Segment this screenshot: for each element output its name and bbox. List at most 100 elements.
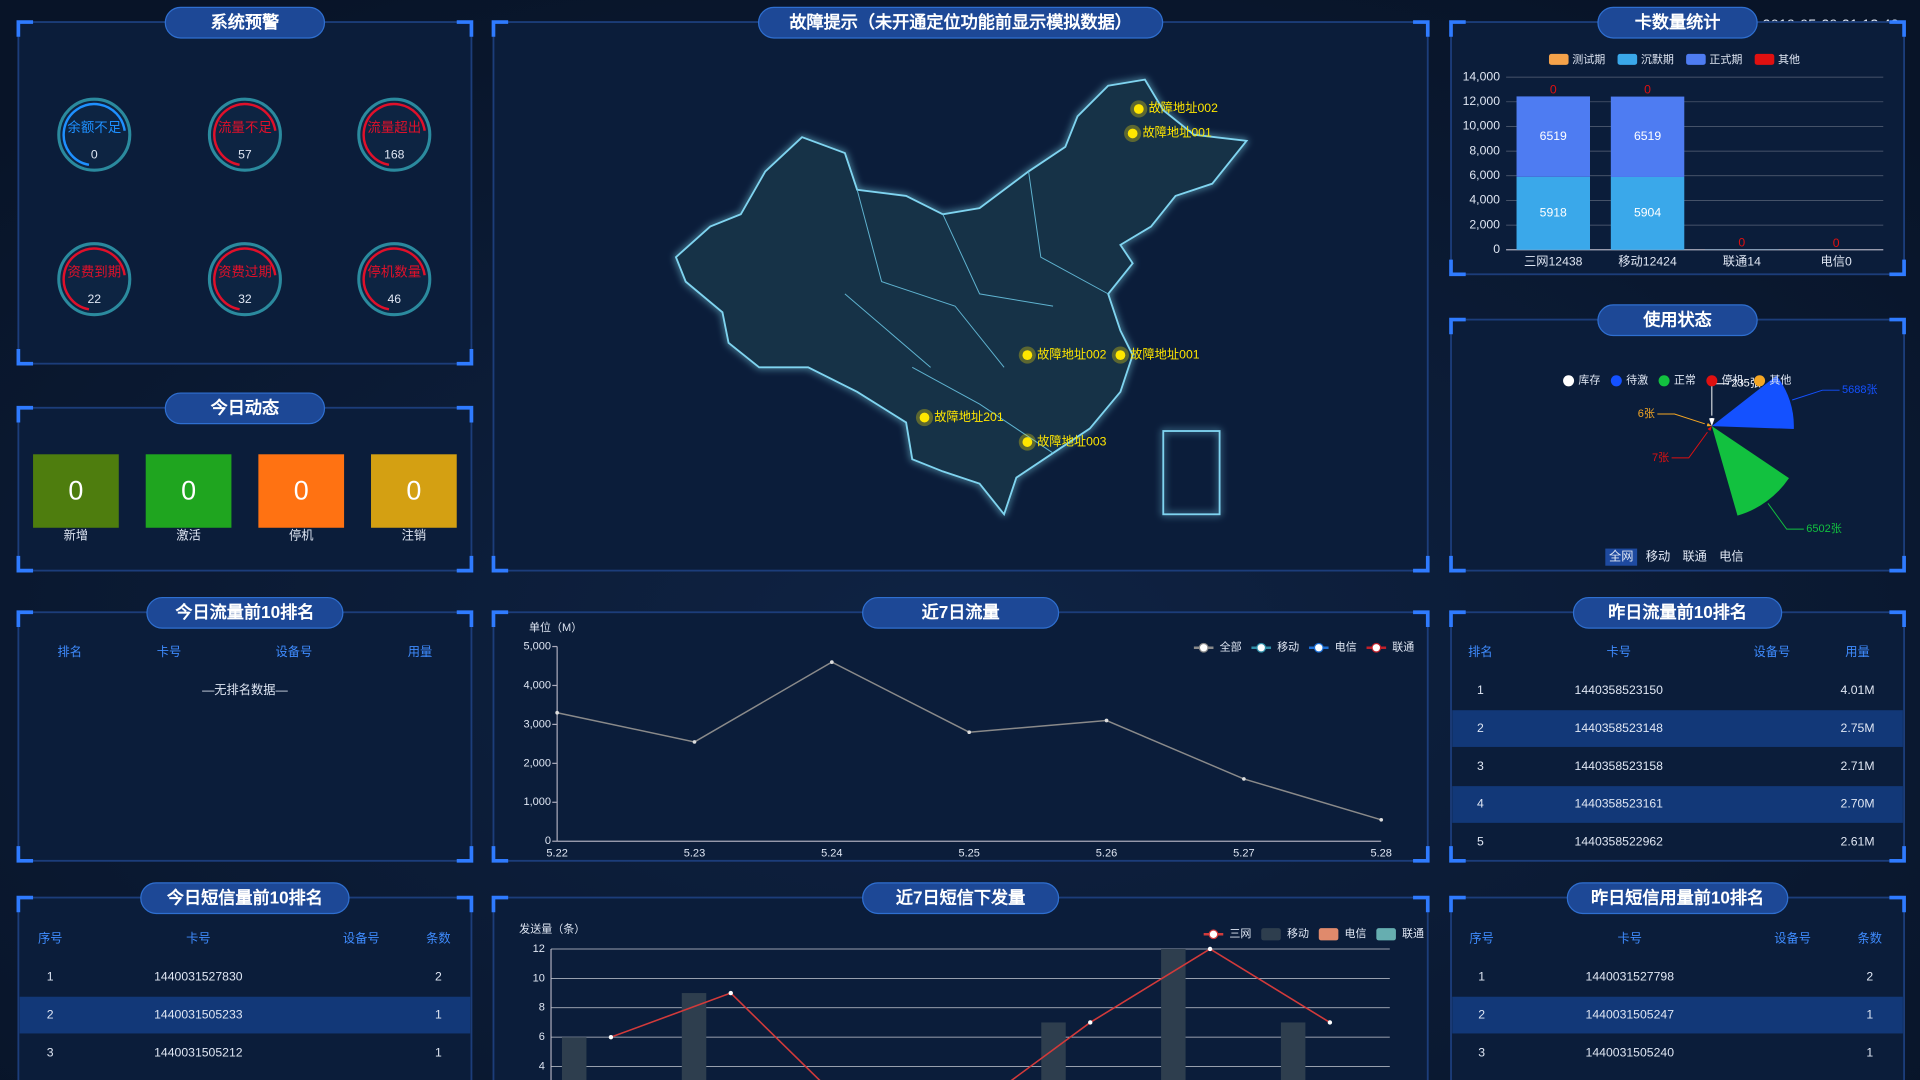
tab[interactable]: 联通 xyxy=(1682,549,1706,563)
table-header: 用量 xyxy=(1845,645,1869,659)
table-cell: 3 xyxy=(47,1045,54,1059)
panel-title: 系统预警 xyxy=(211,12,280,32)
table-cell: 2 xyxy=(1478,1007,1485,1021)
panel-corner xyxy=(1449,610,1466,627)
x-tick-label: 5.25 xyxy=(958,847,979,859)
panel-title-bg xyxy=(1597,304,1758,337)
map-point xyxy=(1133,104,1144,114)
stat-tile xyxy=(258,454,345,528)
map-point-label: 故障地址002 xyxy=(1149,100,1219,115)
table-header: 条数 xyxy=(1858,930,1882,945)
gauge-ring xyxy=(357,242,432,317)
table-cell: 1440358523150 xyxy=(1575,683,1664,697)
stat-label: 停机 xyxy=(289,528,313,543)
line-point xyxy=(1104,718,1109,723)
table-cell: 1440031505247 xyxy=(1586,1007,1675,1021)
map-outline xyxy=(674,78,1249,517)
gauge-label: 流量不足 xyxy=(218,120,272,135)
panel xyxy=(492,896,1429,1080)
bar-segment xyxy=(1516,176,1590,250)
gauge-arc xyxy=(362,247,427,312)
bar-segment xyxy=(1610,176,1685,250)
tab[interactable]: 电信 xyxy=(1719,549,1743,563)
y-tick-label: 0 xyxy=(1493,242,1500,256)
line-point xyxy=(555,710,559,715)
tab[interactable]: 全网 xyxy=(1609,548,1633,563)
gauge-value: 22 xyxy=(87,292,101,306)
table-cell: 1440358523161 xyxy=(1575,797,1664,811)
panel xyxy=(17,611,473,862)
legend-label: 移动 xyxy=(1277,641,1299,654)
panel-corner xyxy=(1889,259,1906,277)
line-point xyxy=(608,1034,614,1040)
panel-corner xyxy=(16,348,34,366)
legend-dot xyxy=(1658,375,1670,387)
table-cell: 2 xyxy=(1866,969,1873,983)
y-tick-label: 4,000 xyxy=(523,679,551,691)
x-tick-label: 电信0 xyxy=(1820,254,1851,268)
gauge-label: 停机数量 xyxy=(367,264,421,280)
table-header: 序号 xyxy=(38,930,62,945)
legend-swatch xyxy=(1318,928,1339,941)
gauge-value: 46 xyxy=(387,292,401,306)
panel-corner xyxy=(1449,317,1466,335)
line-point xyxy=(728,990,733,996)
y-tick-label: 0 xyxy=(545,835,551,847)
data-label: 0 xyxy=(1644,83,1651,97)
panel-corner xyxy=(456,405,474,423)
panel-corner xyxy=(1413,895,1430,913)
line-point xyxy=(1088,1020,1093,1025)
map-point-label: 故障地址003 xyxy=(1037,433,1107,448)
tab[interactable]: 移动 xyxy=(1646,549,1670,563)
table-cell: 1440358523148 xyxy=(1575,721,1664,735)
line-point xyxy=(692,740,697,744)
panel xyxy=(17,896,473,1080)
data-label: 6502张 xyxy=(1806,522,1842,535)
table-header: 排名 xyxy=(58,644,82,659)
legend-swatch xyxy=(1548,53,1569,65)
stat-tile xyxy=(33,454,119,528)
legend-dot xyxy=(1754,375,1766,387)
table-header: 设备号 xyxy=(1753,645,1790,659)
y-tick-label: 8,000 xyxy=(1469,143,1500,157)
y-tick-label: 2,000 xyxy=(1469,217,1500,231)
stat-tile xyxy=(145,454,232,528)
rose-sector xyxy=(1707,426,1712,431)
y-tick-label: 6,000 xyxy=(1469,168,1500,182)
table-row-highlight xyxy=(1452,710,1903,747)
table-cell: 2 xyxy=(435,969,442,983)
gauge-ring xyxy=(57,97,132,172)
gauge-label: 资费过期 xyxy=(218,265,272,280)
gauge-label: 流量超出 xyxy=(367,120,421,135)
legend-label: 正常 xyxy=(1674,374,1696,387)
stat-label: 激活 xyxy=(176,529,200,543)
panel-title-bg xyxy=(862,596,1060,629)
panel-title: 近7日短信下发量 xyxy=(896,887,1025,907)
panel-corner xyxy=(16,20,34,37)
panel-corner xyxy=(16,895,34,913)
line-point xyxy=(1327,1020,1333,1025)
panel-title: 故障提示（未开通定位功能前显示模拟数据） xyxy=(789,12,1132,32)
x-tick-label: 5.28 xyxy=(1370,847,1391,859)
stat-label: 新增 xyxy=(64,528,88,543)
y-tick-label: 8 xyxy=(539,1002,545,1014)
panel-corner xyxy=(1449,895,1466,913)
leader-line xyxy=(1671,431,1708,459)
panel-title-bg xyxy=(1572,596,1783,629)
x-tick-label: 5.26 xyxy=(1096,847,1117,859)
table-cell: 2.70M xyxy=(1841,797,1875,811)
leader-line xyxy=(1657,413,1705,425)
legend-swatch xyxy=(1754,53,1775,65)
bar xyxy=(1041,1022,1066,1080)
stat-value: 0 xyxy=(294,475,309,505)
table-cell: 1440031505233 xyxy=(154,1007,243,1021)
panel-corner xyxy=(1889,846,1906,863)
leader-line xyxy=(1767,503,1804,530)
data-label: 5904 xyxy=(1634,206,1661,220)
table-cell: 1440358523158 xyxy=(1575,759,1664,773)
legend-label: 待激 xyxy=(1626,373,1648,387)
gauge-label: 资费到期 xyxy=(67,265,121,280)
table-cell: 3 xyxy=(1478,1045,1485,1059)
gauge-label: 余额不足 xyxy=(67,119,121,135)
